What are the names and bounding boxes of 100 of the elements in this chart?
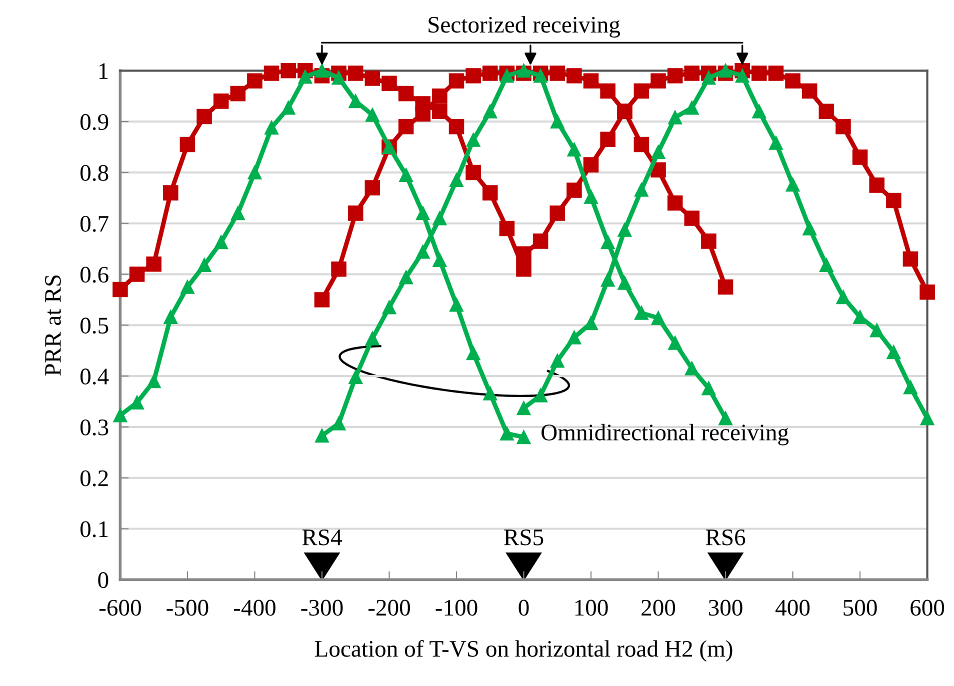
point [684,66,700,81]
point [618,223,632,237]
point [702,381,716,396]
point [786,178,800,192]
point [902,251,918,267]
point [399,168,413,182]
point [650,73,666,88]
point [684,210,700,226]
y-tick-label: 0.8 [80,164,108,181]
y-tick-label: 0.1 [80,521,108,538]
point [718,411,732,426]
point [129,266,145,282]
annotation: RS5 [504,529,544,546]
x-tick-label: 600 [910,600,944,616]
point [432,211,447,226]
point [180,280,194,294]
point [348,94,363,108]
point [315,64,329,78]
point [516,430,531,444]
point [331,262,346,277]
point [112,282,128,298]
point [516,262,532,277]
point [382,76,397,92]
point [904,380,918,394]
point [482,185,498,200]
point [634,306,648,320]
point [566,182,582,198]
point [483,104,498,118]
x-tick-label: 400 [776,600,810,616]
point [836,119,851,134]
x-tick-label: 100 [575,600,608,616]
point [634,136,650,152]
point [164,310,178,324]
point [718,279,734,295]
point [550,206,566,221]
point [230,86,246,102]
point [466,346,480,360]
point [365,331,380,346]
point [499,220,515,236]
point [869,178,884,193]
point [920,411,934,426]
point [364,180,380,196]
x-tick-label: 0 [518,600,529,616]
point [213,94,229,109]
point [534,388,548,402]
point [432,104,448,120]
point [398,86,414,102]
point [567,330,582,344]
point [180,136,196,152]
y-tick-label: 0.6 [80,266,108,283]
point [735,68,750,83]
annotation: RS4 [302,529,342,546]
point [466,164,481,180]
y-tick-label: 1 [99,63,108,79]
point [130,396,144,410]
point [348,66,364,81]
point [466,132,480,147]
y-tick-label: 0.7 [80,216,108,232]
point [600,272,615,287]
point [382,300,396,314]
x-tick-label: 500 [844,600,877,616]
point [516,246,532,262]
point [634,83,650,99]
point [600,83,616,99]
y-tick-label: 0.5 [80,318,108,334]
point [718,64,732,78]
point [332,70,346,85]
point [532,234,548,249]
point [348,370,363,384]
point [432,88,448,104]
point [264,66,280,81]
point [398,119,414,134]
x-tick-label: -200 [368,600,410,616]
y-axis-title: PRR at RS [45,275,61,376]
point [667,195,683,211]
point [651,145,666,160]
point [752,66,767,81]
point [364,70,380,86]
point [886,192,902,208]
point [450,298,464,312]
annotation: Omnidirectional receiving [542,424,789,446]
point [701,234,716,249]
x-tick-label: -500 [166,600,208,616]
point [281,100,296,115]
annotation: RS6 [706,529,746,546]
x-tick-label: -600 [99,600,141,616]
point [600,132,616,148]
point [886,345,901,360]
point [583,157,599,172]
point [399,270,413,284]
point [600,235,615,250]
point [348,206,364,221]
point [668,336,682,350]
point [818,104,834,120]
point [550,114,564,129]
y-tick-label: 0.3 [80,419,108,436]
point [247,73,262,88]
y-tick-label: 0.9 [80,114,108,130]
point [802,222,817,236]
point [332,416,346,430]
